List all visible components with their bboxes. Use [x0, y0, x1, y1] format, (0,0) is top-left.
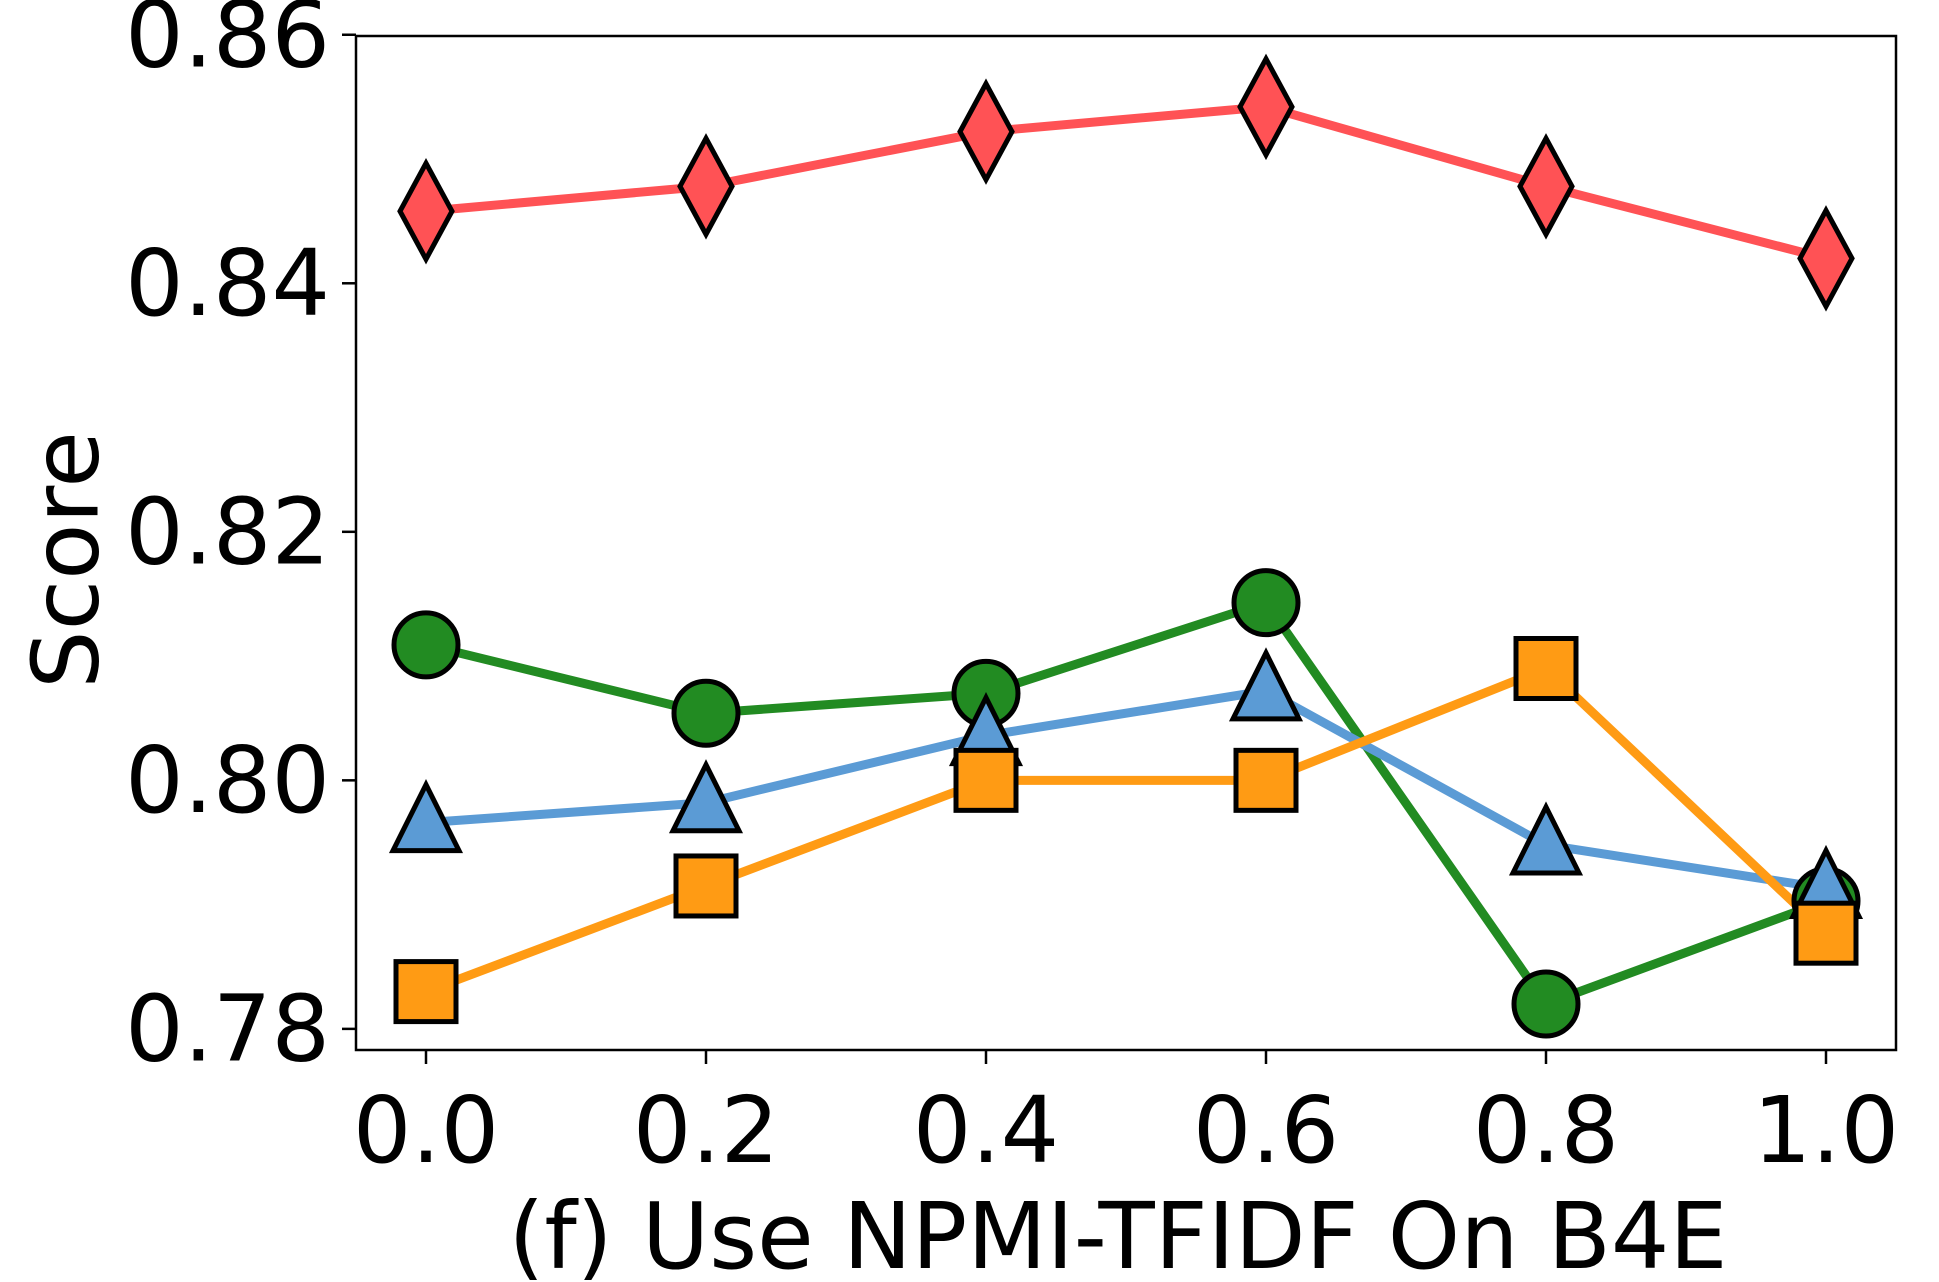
y-tick-label: 0.86 [125, 0, 330, 88]
x-tick-label: 0.6 [1193, 1077, 1339, 1184]
y-axis-label: Score [12, 431, 119, 689]
series-line-diamond [425, 102, 1828, 263]
data-point-triangle [668, 759, 744, 834]
series-line-triangle [425, 686, 1827, 893]
x-tick-label: 1.0 [1753, 1077, 1899, 1184]
x-tick-label: 0.2 [633, 1077, 779, 1184]
series-line-circle [424, 598, 1828, 1009]
data-point-diamond [397, 157, 455, 265]
x-tick-label: 0.8 [1473, 1077, 1619, 1184]
data-point-square [953, 747, 1019, 813]
x-tick-label: 0.0 [353, 1077, 499, 1184]
data-point-diamond [957, 78, 1015, 185]
y-tick-label: 0.80 [125, 727, 330, 834]
data-point-triangle [1508, 801, 1584, 876]
data-point-diamond [1237, 53, 1295, 161]
x-axis-label: (f) Use NPMI-TFIDF On B4E [508, 1183, 1727, 1282]
data-point-square [393, 959, 459, 1025]
x-tick-label: 0.4 [913, 1077, 1059, 1184]
data-point-circle [391, 610, 461, 680]
plot-layer [388, 53, 1864, 1039]
y-tick-label: 0.78 [125, 975, 330, 1082]
series-line-square [424, 664, 1830, 996]
data-point-diamond [1797, 205, 1855, 312]
y-tick-label: 0.84 [125, 230, 330, 337]
data-point-diamond [677, 133, 735, 240]
data-point-circle [1511, 969, 1581, 1039]
data-point-square [673, 853, 739, 919]
data-point-triangle [388, 779, 464, 854]
data-point-triangle [1228, 647, 1304, 722]
data-point-square [1513, 636, 1579, 702]
y-tick-label: 0.82 [125, 478, 330, 585]
data-point-square [1793, 900, 1859, 966]
ticks-layer: 0.78 0.80 0.82 0.84 0.86 0.0 0.2 0.4 0.6 0.8 1.0 [125, 0, 1899, 1184]
data-point-square [1233, 747, 1299, 813]
data-point-circle [671, 678, 741, 748]
plot-frame [354, 34, 1898, 1052]
data-point-diamond [1517, 133, 1575, 240]
data-point-circle [1231, 568, 1301, 638]
